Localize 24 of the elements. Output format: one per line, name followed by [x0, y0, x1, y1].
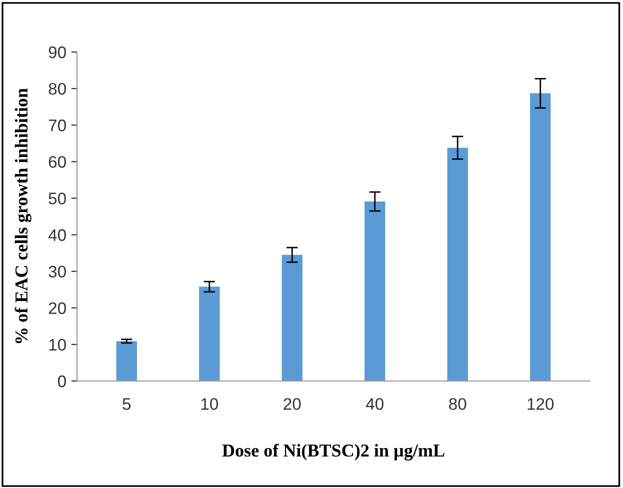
- bar: [364, 202, 386, 381]
- y-tick-label: 90: [48, 46, 66, 58]
- x-tick-label: 40: [366, 398, 384, 410]
- x-tick-label: 20: [284, 398, 301, 410]
- y-tick-label: 0: [58, 375, 66, 388]
- x-tick-label: 120: [528, 398, 554, 410]
- y-tick-label: 20: [48, 302, 66, 314]
- bar: [447, 148, 468, 381]
- y-tick-label: 30: [48, 266, 66, 278]
- bar: [530, 93, 551, 381]
- bar: [116, 341, 137, 381]
- y-tick-label: 40: [48, 229, 66, 241]
- bar: [199, 286, 220, 381]
- x-tick-label: 80: [449, 398, 466, 410]
- y-tick-label: 60: [48, 156, 66, 168]
- x-axis-title: Dose of Ni(BTSC)2 in µg/mL: [222, 444, 444, 460]
- x-tick-label: 10: [201, 398, 218, 410]
- y-tick-label: 50: [48, 192, 66, 204]
- y-axis-title: % of EAC cells growth inhibition: [14, 88, 32, 344]
- x-tick-label: 5: [122, 398, 131, 410]
- y-tick-label: 70: [48, 120, 66, 132]
- bar: [282, 254, 302, 381]
- y-tick-label: 10: [49, 338, 66, 351]
- y-tick-label: 80: [48, 82, 66, 95]
